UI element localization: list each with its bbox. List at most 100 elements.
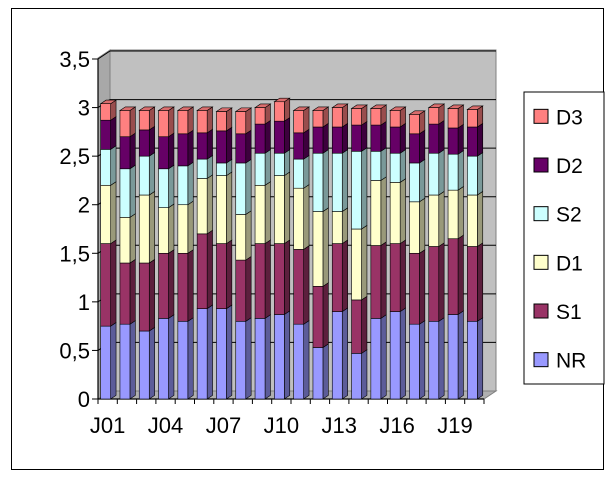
bar-s1-j03 <box>138 262 150 332</box>
bar-top-d3 <box>234 107 253 112</box>
bar-s1-j08 <box>235 259 247 322</box>
bar-nr-j03 <box>138 330 150 400</box>
legend-label-s1: S1 <box>556 301 582 324</box>
bar-s2-j16 <box>389 152 401 183</box>
bar-side-s2 <box>284 149 291 177</box>
bar-d2-j04 <box>158 136 169 170</box>
bar-d1-j07 <box>216 175 227 244</box>
bar-top-d3 <box>311 106 330 111</box>
bar-d3-j18 <box>428 107 440 125</box>
bar-side-d2 <box>168 132 175 170</box>
bar-side-nr <box>187 317 194 400</box>
y-tick-label: 1 <box>78 290 90 315</box>
bar-side-s1 <box>129 258 136 325</box>
bar-top-d3 <box>331 103 349 108</box>
bar-nr-j20 <box>467 320 478 400</box>
bar-side-d1 <box>361 224 368 301</box>
x-tick-label: J19 <box>437 413 472 438</box>
bar-s1-j11 <box>293 249 304 325</box>
x-tick-label: J07 <box>206 413 241 438</box>
bar-side-nr <box>419 320 426 400</box>
bar-side-d1 <box>226 171 233 245</box>
bar-side-d2 <box>341 122 348 154</box>
bar-top-d3 <box>176 106 195 111</box>
bar-s2-j09 <box>254 152 266 186</box>
bar-side-s1 <box>148 258 155 332</box>
legend-label-d1: D1 <box>556 252 583 275</box>
bar-d1-j16 <box>389 182 401 244</box>
bar-nr-j17 <box>409 323 420 400</box>
bar-side-d2 <box>399 122 406 154</box>
bar-side-nr <box>361 349 368 400</box>
y-tick-label: 1,5 <box>59 241 90 266</box>
bar-d3-j06 <box>196 110 208 134</box>
bar-side-d1 <box>284 171 291 245</box>
legend-label-d2: D2 <box>556 155 583 178</box>
bar-d1-j03 <box>138 194 150 264</box>
bar-d3-j01 <box>100 103 111 121</box>
bar-side-nr <box>399 307 406 400</box>
bar-side-nr <box>206 304 213 400</box>
bar-side-d2 <box>206 128 213 160</box>
legend-swatch-d1 <box>533 254 549 270</box>
bar-side-nr <box>226 304 233 400</box>
bar-d2-j01 <box>100 119 111 150</box>
bar-s1-j14 <box>351 299 362 354</box>
bar-d2-j10 <box>274 120 285 154</box>
bar-side-s1 <box>168 249 175 319</box>
bar-s1-j20 <box>467 246 478 322</box>
bar-side-s2 <box>457 150 464 191</box>
bar-d2-j08 <box>235 133 247 164</box>
bar-nr-j08 <box>235 320 247 400</box>
bar-nr-j19 <box>447 314 459 400</box>
bar-top-d3 <box>196 106 214 111</box>
bar-side-d1 <box>438 190 445 248</box>
bar-d3-j19 <box>447 108 459 129</box>
bar-d3-j10 <box>274 101 285 122</box>
bar-side-d2 <box>110 116 117 150</box>
bar-d1-j19 <box>447 189 459 240</box>
bar-d2-j09 <box>254 123 266 154</box>
bar-nr-j04 <box>158 318 169 400</box>
bar-d2-j20 <box>467 126 478 157</box>
bar-d1-j02 <box>119 217 131 264</box>
bar-side-d1 <box>245 210 252 261</box>
bar-side-s1 <box>110 239 117 327</box>
bar-side-d1 <box>206 174 213 235</box>
bar-side-d2 <box>361 120 368 152</box>
bar-side-s1 <box>245 255 252 322</box>
bar-side-d3 <box>419 110 426 135</box>
bar-side-d2 <box>129 132 136 170</box>
bar-s2-j06 <box>196 158 208 179</box>
bar-side-s1 <box>380 241 387 319</box>
bar-side-d2 <box>419 129 426 164</box>
bar-s2-j04 <box>158 168 169 208</box>
bar-side-d2 <box>380 120 387 152</box>
bar-side-nr <box>148 326 155 400</box>
legend-swatch-d3 <box>533 108 549 124</box>
legend-label-d3: D3 <box>556 106 583 129</box>
bar-d2-j02 <box>119 136 131 170</box>
bar-side-s2 <box>322 149 329 213</box>
bar-d2-j05 <box>177 133 189 167</box>
bar-d1-j12 <box>312 211 324 287</box>
y-tick-label: 0 <box>78 387 90 412</box>
bar-nr-j05 <box>177 320 189 400</box>
bar-s2-j13 <box>331 152 343 212</box>
bar-side-s2 <box>341 149 348 213</box>
bar-d3-j03 <box>138 110 150 131</box>
bar-nr-j06 <box>196 308 208 400</box>
bar-side-nr <box>245 317 252 400</box>
x-tick-label: J04 <box>148 413 183 438</box>
bar-side-d1 <box>187 200 194 254</box>
bar-s1-j16 <box>389 243 401 312</box>
bar-d1-j09 <box>254 184 266 244</box>
bar-side-nr <box>168 314 175 400</box>
bar-side-d2 <box>245 129 252 164</box>
bar-d3-j13 <box>331 107 343 128</box>
bar-side-d2 <box>226 126 233 164</box>
bar-side-s1 <box>187 249 194 322</box>
bar-d2-j12 <box>312 126 324 154</box>
bar-s2-j01 <box>100 149 111 186</box>
